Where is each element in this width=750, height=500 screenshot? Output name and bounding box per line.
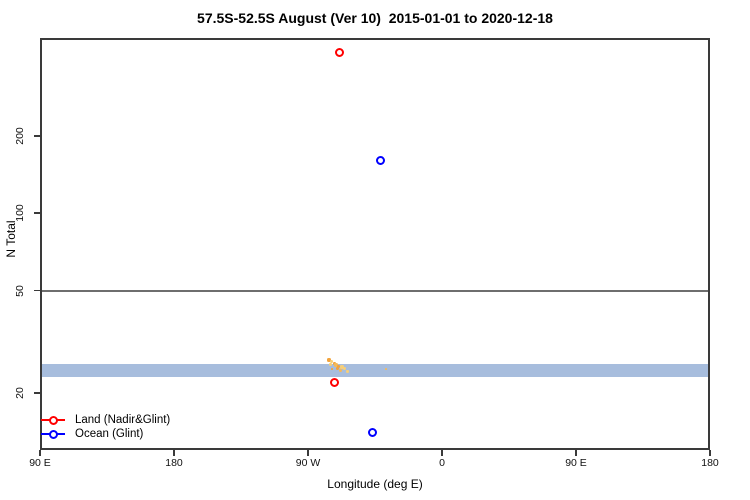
scatter-mark	[342, 367, 346, 371]
chart-title: 57.5S-52.5S August (Ver 10) 2015-01-01 t…	[197, 10, 553, 26]
x-tick-label: 180	[701, 457, 719, 469]
data-point-ocean	[367, 428, 377, 438]
scatter-mark	[330, 360, 334, 364]
legend-item-land: Land (Nadir&Glint)	[41, 413, 170, 427]
y-tick-mark	[34, 392, 40, 394]
scatter-mark	[327, 358, 332, 363]
x-tick-mark	[307, 450, 309, 456]
x-tick-mark	[575, 450, 577, 456]
legend-label-ocean: Ocean (Glint)	[75, 428, 144, 440]
y-tick-label: 100	[14, 204, 27, 222]
x-tick-mark	[709, 450, 711, 456]
reference-line	[40, 289, 710, 292]
y-tick-label: 50	[14, 284, 27, 297]
scatter-mark	[345, 369, 349, 373]
data-point-ocean	[376, 156, 386, 166]
scatter-mark	[333, 361, 336, 365]
scatter-mark	[334, 363, 339, 368]
legend-label-land: Land (Nadir&Glint)	[75, 414, 171, 426]
y-tick-label: 200	[14, 127, 27, 145]
x-tick-mark	[441, 450, 443, 456]
scatter-mark	[385, 367, 388, 370]
data-point-land	[330, 377, 340, 387]
plot-frame	[40, 38, 710, 450]
x-tick-label: 0	[439, 457, 445, 469]
ocean-legend-marker-icon	[41, 427, 65, 441]
legend: Land (Nadir&Glint) Ocean (Glint)	[41, 413, 170, 441]
scatter-mark	[331, 367, 334, 370]
y-tick-mark	[34, 289, 40, 292]
land-legend-marker-icon	[41, 413, 65, 427]
x-tick-mark	[39, 450, 41, 456]
data-point-land	[334, 48, 344, 58]
y-axis-title: N Total	[4, 220, 18, 258]
x-tick-mark	[173, 450, 175, 456]
scatter-mark	[339, 365, 344, 370]
scatter-mark	[338, 368, 342, 372]
y-tick-mark	[34, 212, 40, 214]
x-tick-label: 180	[165, 457, 183, 469]
scatter-mark	[335, 366, 339, 370]
reference-band	[40, 363, 710, 378]
x-tick-label: 90 W	[295, 457, 321, 469]
x-tick-label: 90 E	[565, 457, 587, 469]
y-tick-label: 20	[14, 387, 27, 399]
scatter-mark	[337, 364, 341, 368]
x-axis-title: Longitude (deg E)	[327, 477, 423, 491]
y-tick-mark	[34, 135, 40, 137]
x-tick-label: 90 E	[29, 457, 51, 469]
scatter-mark	[328, 362, 332, 366]
legend-item-ocean: Ocean (Glint)	[41, 427, 170, 441]
